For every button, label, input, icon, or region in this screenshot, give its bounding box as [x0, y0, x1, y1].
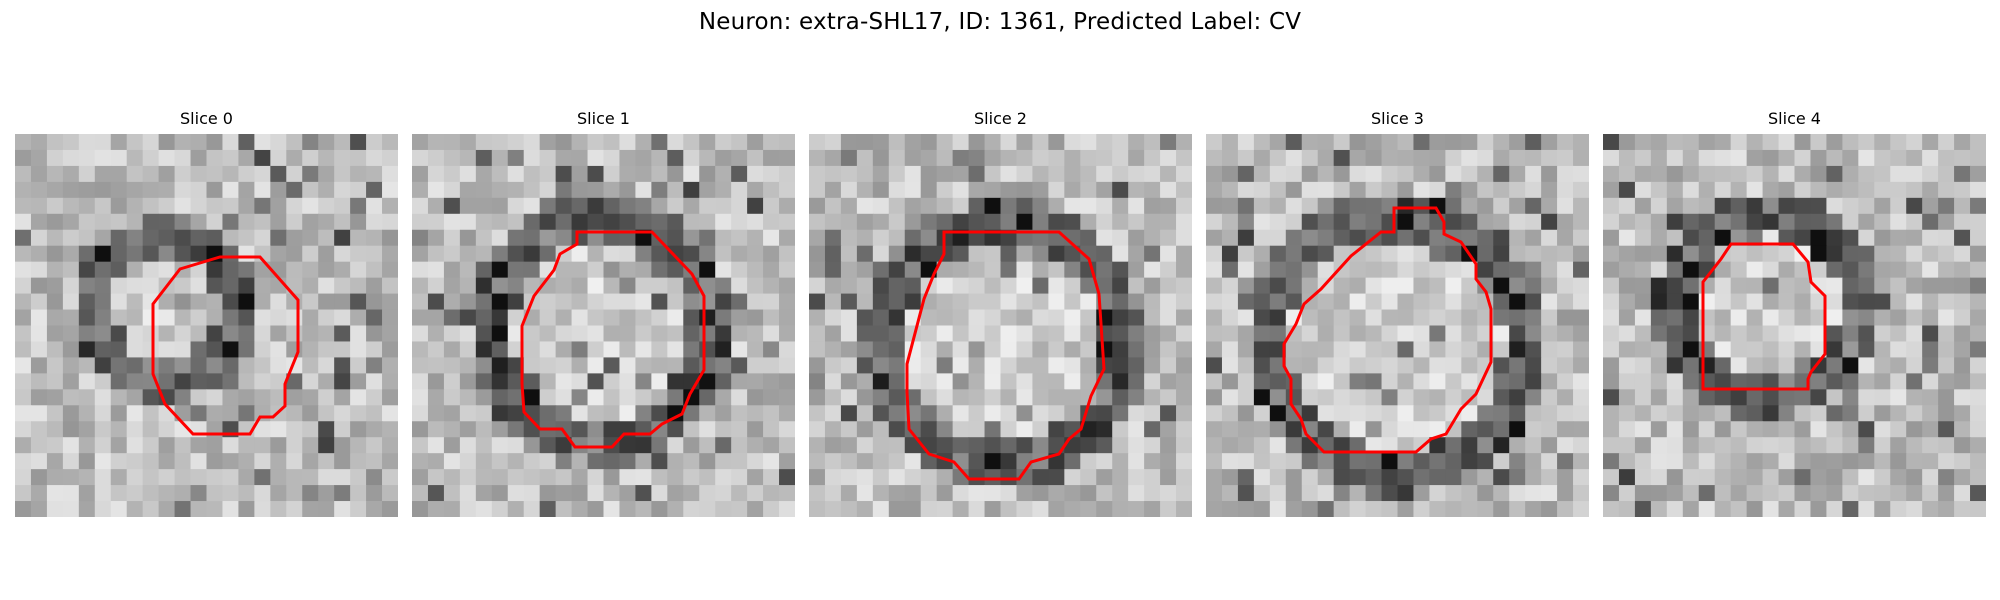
slice-image — [412, 134, 795, 517]
slice-panel-3: Slice 3 — [1206, 108, 1589, 517]
cell-contour — [151, 255, 300, 436]
slice-title: Slice 1 — [577, 109, 630, 128]
slice-title: Slice 4 — [1768, 109, 1821, 128]
slice-panel-4: Slice 4 — [1603, 108, 1986, 517]
slice-image — [809, 134, 1192, 517]
cell-contour — [905, 230, 1106, 481]
pixel-texture — [412, 134, 795, 517]
pixel-texture — [1603, 134, 1986, 517]
pixel-texture — [15, 134, 398, 517]
slice-panel-0: Slice 0 — [15, 108, 398, 517]
slice-title: Slice 2 — [974, 109, 1027, 128]
slice-panel-2: Slice 2 — [809, 108, 1192, 517]
slice-4-svg — [1603, 134, 1986, 517]
slice-panel-1: Slice 1 — [412, 108, 795, 517]
slice-0-svg — [15, 134, 398, 517]
slice-1-svg — [412, 134, 795, 517]
cell-contour — [1282, 206, 1493, 454]
pixel-texture — [809, 134, 1192, 517]
slice-title: Slice 3 — [1371, 109, 1424, 128]
slice-2-svg — [809, 134, 1192, 517]
cell-contour — [1701, 242, 1827, 391]
slice-title: Slice 0 — [180, 109, 233, 128]
figure-title: Neuron: extra-SHL17, ID: 1361, Predicted… — [698, 9, 1302, 35]
slice-image — [1603, 134, 1986, 517]
cell-contour — [520, 230, 706, 449]
slice-3-svg — [1206, 134, 1589, 517]
slice-image — [1206, 134, 1589, 517]
pixel-texture — [1206, 134, 1589, 517]
slice-image — [15, 134, 398, 517]
